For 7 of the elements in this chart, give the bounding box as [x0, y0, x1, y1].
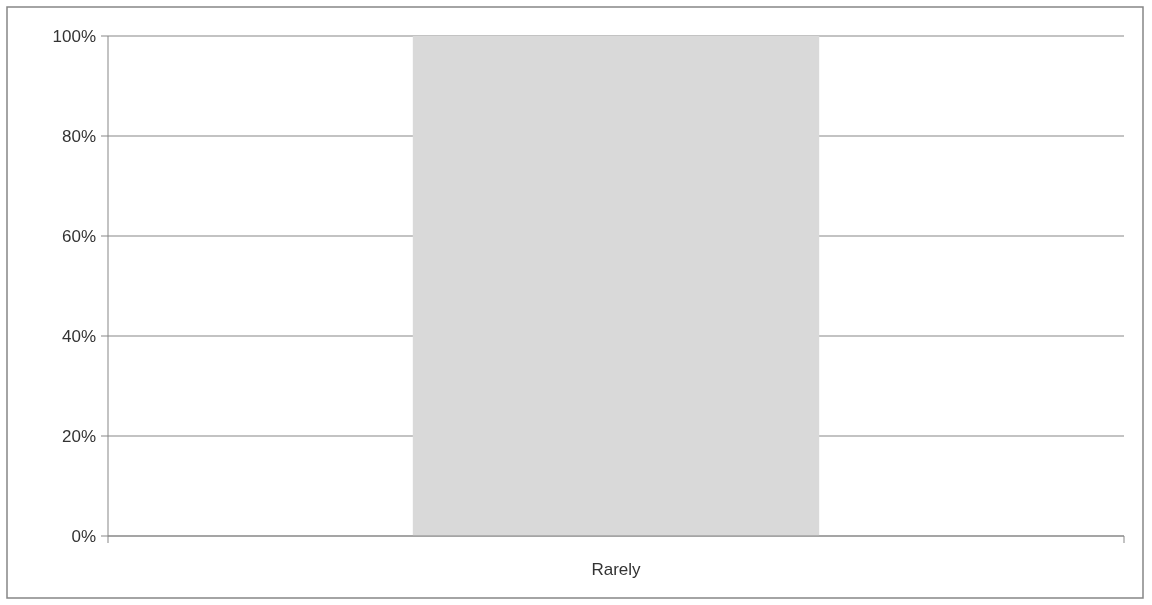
y-tick-label: 0%: [71, 526, 96, 546]
x-tick-label: Rarely: [591, 560, 642, 579]
y-tick-label: 100%: [52, 26, 96, 46]
y-tick-label: 60%: [61, 226, 96, 246]
y-tick-label: 80%: [61, 126, 96, 146]
y-tick-label: 20%: [61, 426, 96, 446]
y-tick-label: 40%: [61, 326, 96, 346]
